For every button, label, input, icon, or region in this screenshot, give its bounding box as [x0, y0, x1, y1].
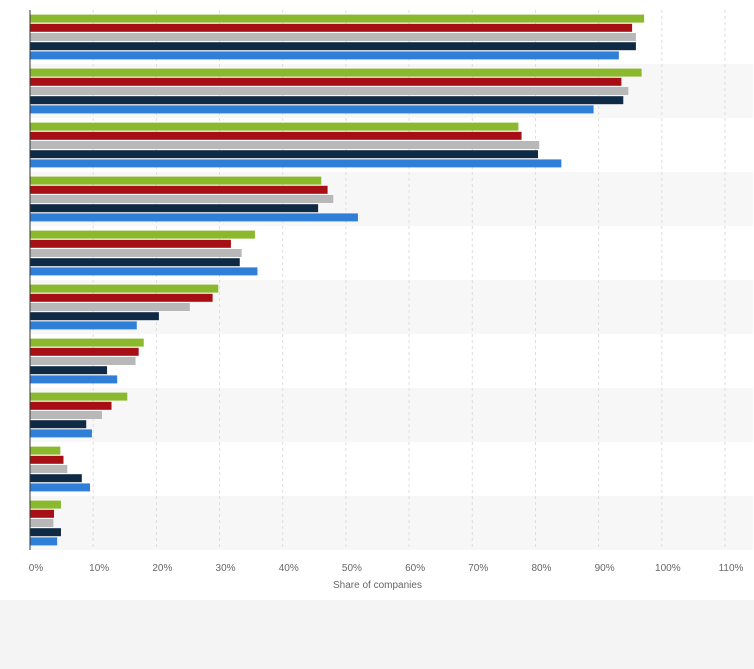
bar: [30, 185, 328, 194]
x-tick-label: 30%: [216, 563, 236, 574]
bar: [30, 375, 118, 384]
bar: [30, 14, 645, 23]
category-band: [30, 388, 753, 442]
x-tick-label: 40%: [279, 563, 299, 574]
bars: [30, 14, 645, 546]
bar: [30, 141, 540, 149]
category-band: [30, 496, 753, 550]
bar: [30, 357, 136, 365]
category-bands: [30, 64, 753, 550]
x-tick-label: 90%: [595, 563, 615, 574]
bar: [30, 401, 112, 410]
bar: [30, 176, 322, 185]
bar: [30, 366, 108, 375]
x-tick-label: 60%: [405, 563, 425, 574]
bar: [30, 68, 642, 77]
bar: [30, 420, 87, 429]
bar: [30, 465, 68, 473]
bar: [30, 528, 61, 537]
bar-chart: 0% 10% 20% 30% 40% 50% 60% 70% 80% 90% 100% 110% Sh…: [28, 10, 753, 591]
bar: [30, 267, 258, 276]
bar: [30, 249, 242, 257]
bar: [30, 303, 190, 311]
bar: [30, 321, 137, 330]
bar: [30, 105, 594, 114]
bar: [30, 96, 624, 105]
bar: [30, 312, 159, 321]
bar: [30, 293, 213, 302]
bar: [30, 33, 636, 41]
x-tick-label: 110%: [719, 563, 744, 574]
x-tick-label: 0%: [29, 563, 44, 574]
bar: [30, 131, 522, 140]
bar: [30, 519, 54, 527]
bar: [30, 150, 538, 159]
bar: [30, 204, 319, 213]
x-axis-title: Share of companies: [333, 580, 422, 591]
bar: [30, 455, 64, 464]
bar: [30, 51, 619, 60]
bar: [30, 474, 82, 483]
bar: [30, 411, 103, 419]
x-tick-label: 10%: [89, 563, 109, 574]
bar: [30, 347, 139, 356]
bar: [30, 392, 128, 401]
bar: [30, 338, 144, 347]
bar: [30, 509, 55, 518]
bar: [30, 230, 255, 239]
bar: [30, 77, 622, 86]
bar: [30, 483, 91, 492]
bar: [30, 159, 562, 168]
x-tick-label: 80%: [531, 563, 551, 574]
x-tick-label: 100%: [655, 563, 681, 574]
bar: [30, 213, 358, 222]
x-tick-label: 70%: [468, 563, 488, 574]
x-tick-label: 50%: [342, 563, 362, 574]
bar: [30, 429, 92, 438]
bar: [30, 446, 61, 455]
bar: [30, 42, 636, 51]
x-axis-ticks: 0% 10% 20% 30% 40% 50% 60% 70% 80% 90% 100% 110%: [29, 563, 744, 574]
bar: [30, 258, 240, 267]
bar: [30, 284, 219, 293]
bar: [30, 239, 231, 248]
bar: [30, 87, 629, 95]
bar: [30, 500, 61, 509]
chart-area: 0% 10% 20% 30% 40% 50% 60% 70% 80% 90% 100% 110% Sh…: [0, 0, 754, 600]
bar: [30, 195, 334, 203]
bar: [30, 23, 633, 32]
bar: [30, 122, 519, 131]
bar: [30, 537, 58, 546]
x-tick-label: 20%: [152, 563, 172, 574]
